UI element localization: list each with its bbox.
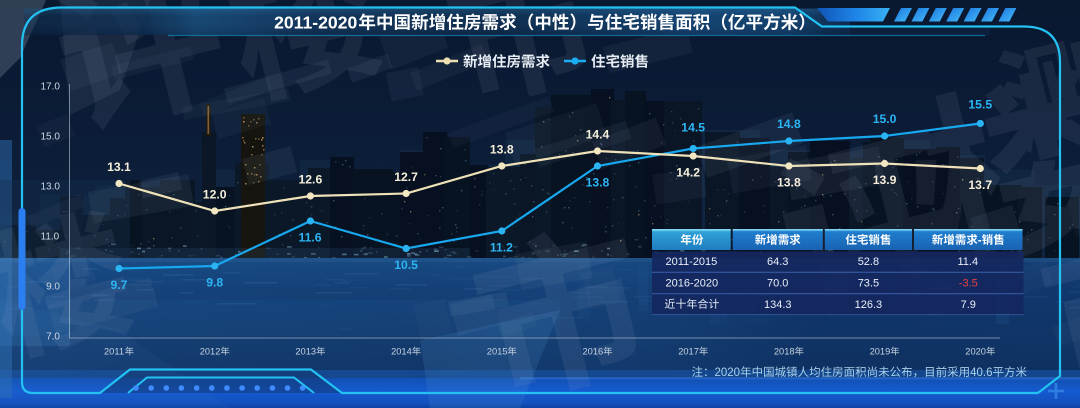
svg-text:2011-2015: 2011-2015 bbox=[666, 256, 718, 268]
svg-text:2018: 2018 bbox=[774, 347, 795, 357]
svg-text:40.6: 40.6 bbox=[970, 367, 992, 379]
svg-text:7.0: 7.0 bbox=[46, 332, 60, 343]
svg-text:2013: 2013 bbox=[295, 347, 316, 357]
svg-text:2014: 2014 bbox=[391, 347, 412, 357]
svg-text:2011-2020: 2011-2020 bbox=[274, 13, 357, 33]
svg-text:2016: 2016 bbox=[583, 347, 604, 357]
svg-text:13.7: 13.7 bbox=[968, 178, 992, 192]
svg-text:126.3: 126.3 bbox=[855, 299, 883, 311]
svg-text:14.2: 14.2 bbox=[676, 166, 700, 180]
svg-text:11.4: 11.4 bbox=[958, 256, 979, 268]
svg-text:2016-2020: 2016-2020 bbox=[666, 278, 719, 290]
svg-text:13.8: 13.8 bbox=[777, 176, 801, 190]
svg-text:12.6: 12.6 bbox=[299, 173, 323, 187]
svg-text:11.2: 11.2 bbox=[490, 241, 513, 255]
svg-text:11.6: 11.6 bbox=[299, 231, 322, 245]
svg-text:2020: 2020 bbox=[965, 347, 986, 357]
svg-text:13.8: 13.8 bbox=[586, 176, 610, 190]
svg-text:13.9: 13.9 bbox=[873, 173, 897, 187]
svg-text:17.0: 17.0 bbox=[41, 82, 61, 93]
svg-text:15.0: 15.0 bbox=[873, 112, 897, 126]
svg-text:73.5: 73.5 bbox=[858, 278, 879, 290]
svg-text:11.0: 11.0 bbox=[41, 232, 60, 243]
svg-text:9.7: 9.7 bbox=[111, 278, 128, 292]
svg-text:52.8: 52.8 bbox=[858, 256, 879, 268]
svg-text:13.0: 13.0 bbox=[41, 182, 61, 193]
svg-text:2019: 2019 bbox=[870, 347, 891, 357]
svg-text:134.3: 134.3 bbox=[764, 299, 792, 311]
svg-text:2012: 2012 bbox=[200, 347, 221, 357]
svg-text:13.8: 13.8 bbox=[490, 143, 514, 157]
svg-text:2011: 2011 bbox=[104, 347, 124, 357]
svg-text:14.5: 14.5 bbox=[681, 121, 705, 135]
svg-text:15.0: 15.0 bbox=[41, 132, 61, 143]
svg-text:15.5: 15.5 bbox=[968, 98, 992, 112]
svg-text:12.0: 12.0 bbox=[203, 188, 227, 202]
svg-text:14.8: 14.8 bbox=[777, 117, 801, 131]
svg-text:2015: 2015 bbox=[487, 347, 508, 357]
svg-text:7.9: 7.9 bbox=[961, 299, 976, 311]
svg-text:2020: 2020 bbox=[715, 367, 741, 379]
svg-text:9.8: 9.8 bbox=[206, 276, 223, 290]
svg-text:13.1: 13.1 bbox=[107, 160, 131, 174]
svg-text:-3.5: -3.5 bbox=[959, 278, 978, 290]
svg-text:14.4: 14.4 bbox=[586, 128, 610, 142]
svg-text:12.7: 12.7 bbox=[394, 170, 418, 184]
svg-text:9.0: 9.0 bbox=[46, 282, 60, 293]
svg-text:10.5: 10.5 bbox=[394, 258, 418, 272]
svg-text:70.0: 70.0 bbox=[767, 278, 788, 290]
svg-text:64.3: 64.3 bbox=[767, 256, 788, 268]
svg-text:2017: 2017 bbox=[678, 347, 699, 357]
svg-text:-: - bbox=[978, 235, 982, 247]
